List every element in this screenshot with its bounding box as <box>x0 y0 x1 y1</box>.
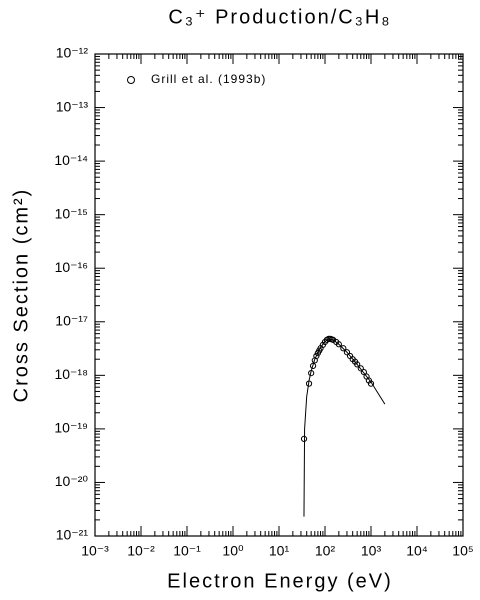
chart-title: C₃⁺ Production/C₃H₈ <box>168 6 391 28</box>
data-point <box>340 345 347 352</box>
x-tick-label: 10¹ <box>269 543 290 559</box>
legend-label: Grill et al. (1993b) <box>151 72 266 86</box>
x-tick-label: 10³ <box>361 543 382 559</box>
x-tick-label: 10⁴ <box>406 543 428 559</box>
fit-line <box>303 338 386 517</box>
y-tick-label: 10⁻¹³ <box>56 98 89 114</box>
y-tick-label: 10⁻¹⁷ <box>55 312 88 328</box>
y-tick-label: 10⁻²¹ <box>56 527 89 543</box>
y-axis-label: Cross Section (cm²) <box>10 188 32 403</box>
data-point <box>360 368 367 376</box>
x-tick-label: 10⁻³ <box>81 543 109 559</box>
y-tick-label: 10⁻¹⁹ <box>54 420 88 436</box>
y-tick-label: 10⁻¹⁶ <box>55 259 88 275</box>
x-tick-label: 10⁰ <box>222 543 244 559</box>
data-point <box>357 365 364 372</box>
x-tick-label: 10⁵ <box>452 543 473 559</box>
y-tick-label: 10⁻²⁰ <box>55 473 89 489</box>
y-tick-label: 10⁻¹⁸ <box>54 366 88 382</box>
x-tick-label: 10⁻¹ <box>173 543 201 559</box>
y-tick-label: 10⁻¹² <box>56 45 89 61</box>
plot-frame <box>94 53 464 537</box>
x-axis-label: Electron Energy (eV) <box>167 570 393 592</box>
data-point <box>343 349 351 356</box>
x-tick-label: 10⁻² <box>127 543 155 559</box>
data-point <box>367 380 375 387</box>
data-point <box>354 361 361 368</box>
y-tick-label: 10⁻¹⁴ <box>54 152 88 168</box>
data-point <box>335 341 342 348</box>
y-tick-label: 10⁻¹⁵ <box>55 205 88 221</box>
x-tick-label: 10² <box>315 543 336 559</box>
legend-marker <box>127 76 135 84</box>
